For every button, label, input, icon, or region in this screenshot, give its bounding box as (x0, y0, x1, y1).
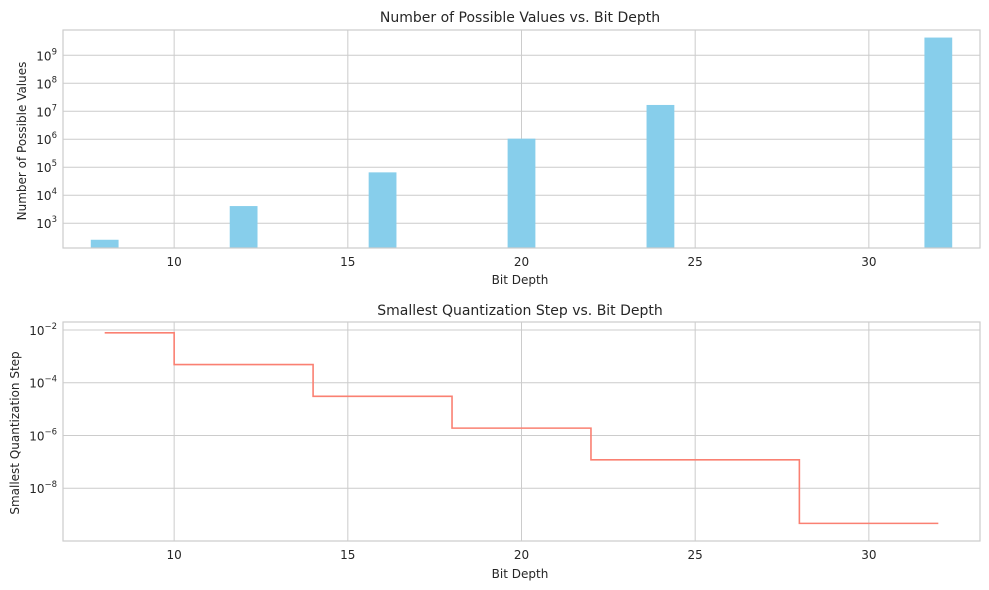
step-chart-grid (63, 322, 980, 541)
step-chart-y-ticks: 10−8 10−6 10−4 10−2 (29, 322, 57, 496)
x-tick-label: 20 (514, 255, 529, 269)
y-tick-label: 10−2 (29, 322, 57, 338)
bar-chart-panel: Number of Possible Values vs. Bit Depth … (15, 10, 981, 287)
step-chart-y-label: Smallest Quantization Step (8, 351, 22, 514)
y-tick-label: 10−6 (29, 427, 57, 443)
bar (507, 138, 536, 248)
bar (90, 239, 119, 248)
bar-chart-frame (62, 29, 981, 249)
y-tick-label: 104 (36, 187, 57, 203)
step-chart-x-label: Bit Depth (492, 567, 549, 581)
bar-chart-title: Number of Possible Values vs. Bit Depth (380, 10, 660, 26)
bar-chart-y-label: Number of Possible Values (15, 62, 29, 221)
step-line (104, 331, 939, 525)
x-tick-label: 25 (688, 548, 703, 562)
bar (229, 206, 258, 248)
y-tick-label: 10−8 (29, 480, 57, 496)
step-chart-frame (62, 321, 981, 542)
x-tick-label: 15 (340, 255, 355, 269)
x-tick-label: 30 (861, 255, 876, 269)
y-tick-label: 109 (36, 47, 57, 63)
y-tick-label: 108 (36, 75, 57, 91)
bar (368, 172, 397, 248)
y-tick-label: 106 (36, 131, 57, 147)
bar-chart-y-ticks: 103 104 105 106 107 108 109 (36, 47, 57, 231)
bar (646, 104, 675, 248)
step-chart-line (104, 331, 939, 525)
x-tick-label: 10 (167, 548, 182, 562)
step-chart-title: Smallest Quantization Step vs. Bit Depth (377, 303, 663, 319)
bar-chart-x-ticks: 10 15 20 25 30 (167, 255, 877, 269)
y-tick-label: 10−4 (29, 375, 57, 391)
x-tick-label: 30 (861, 548, 876, 562)
x-tick-label: 10 (167, 255, 182, 269)
bar-chart-bars (90, 37, 953, 249)
step-chart-x-ticks: 10 15 20 25 30 (167, 548, 877, 562)
bar (924, 37, 953, 249)
y-tick-label: 105 (36, 159, 57, 175)
bar-chart-x-label: Bit Depth (492, 273, 549, 287)
step-chart-panel: Smallest Quantization Step vs. Bit Depth… (8, 303, 981, 581)
x-tick-label: 25 (688, 255, 703, 269)
y-tick-label: 103 (36, 215, 57, 231)
y-tick-label: 107 (36, 103, 57, 119)
x-tick-label: 15 (340, 548, 355, 562)
x-tick-label: 20 (514, 548, 529, 562)
